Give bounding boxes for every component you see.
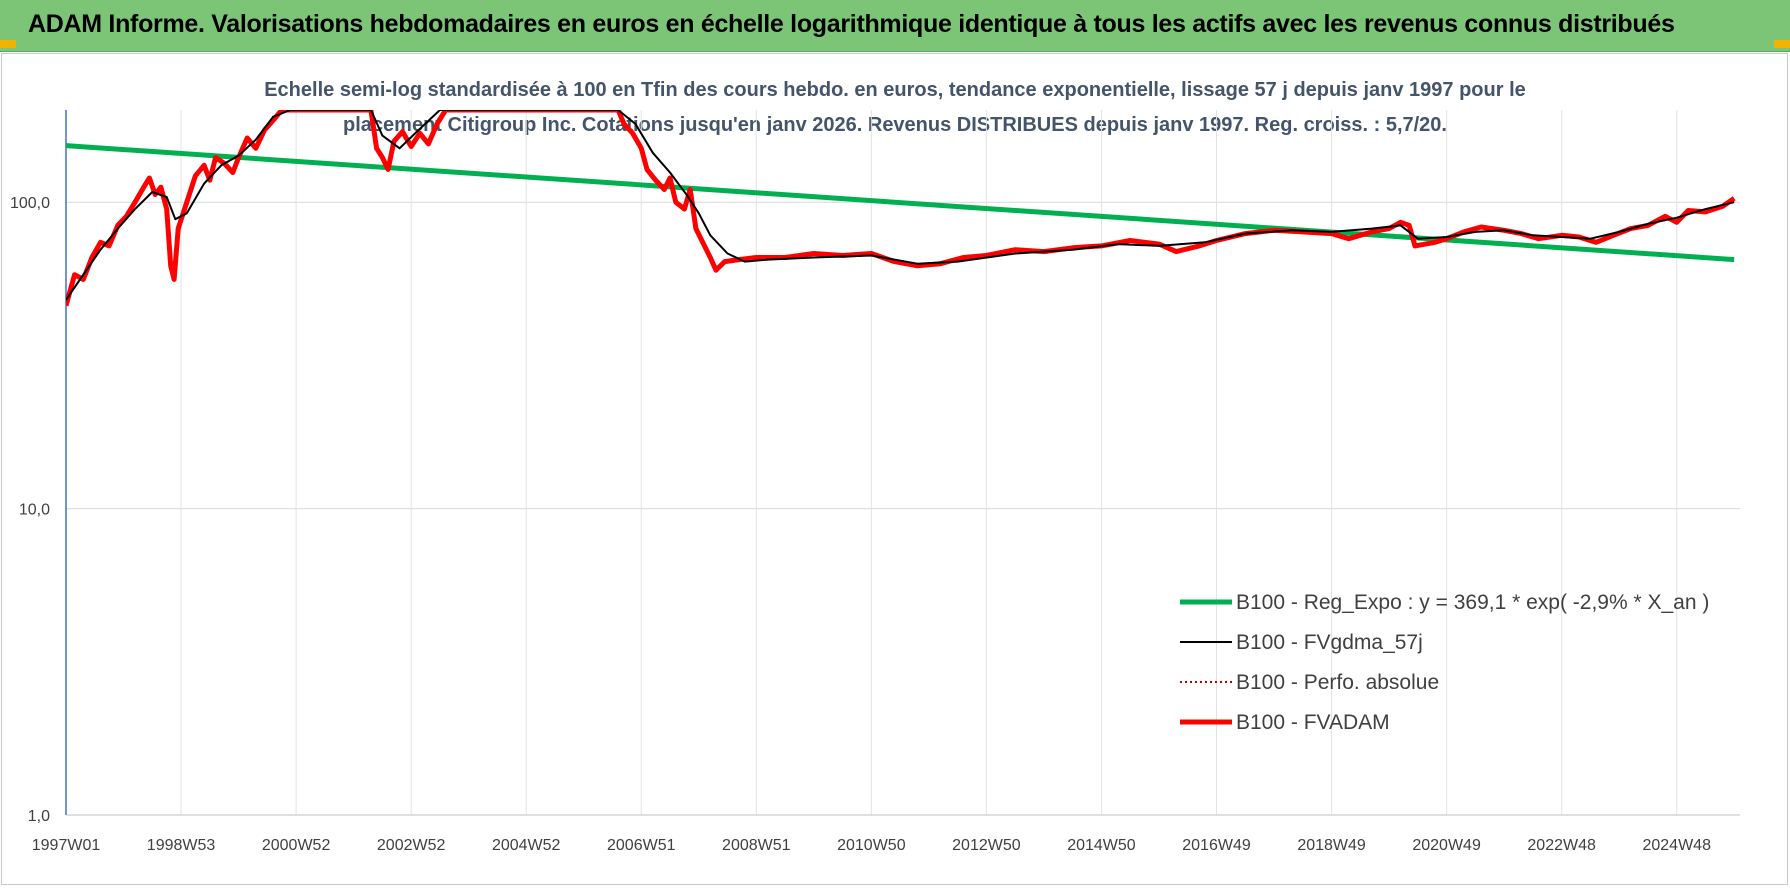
series-lines — [66, 110, 1736, 307]
tick-labels: 1,0 10,0 100,0 1997W01 1998W53 2000W52 2002W52… — [10, 195, 1711, 854]
legend-label-2: B100 - Perfo. absolue — [1236, 671, 1439, 694]
y-tick-label: 1,0 — [28, 808, 50, 825]
y-tick-label: 10,0 — [19, 502, 50, 519]
x-tick-label: 2016W49 — [1182, 837, 1251, 854]
chart-frame — [1, 53, 1788, 885]
report-title: ADAM Informe. Valorisations hebdomadaire… — [28, 10, 1675, 38]
grid — [66, 110, 1740, 815]
x-tick-label: 2014W50 — [1067, 837, 1136, 854]
x-tick-label: 2010W50 — [837, 837, 906, 854]
x-tick-label: 2022W48 — [1527, 837, 1596, 854]
chart-subtitle-line-2: placement Citigroup Inc. Cotations jusqu… — [343, 114, 1447, 136]
x-tick-label: 2004W52 — [492, 837, 561, 854]
x-tick-label: 1998W53 — [147, 837, 216, 854]
x-tick-label: 2006W51 — [607, 837, 676, 854]
series-line-0 — [66, 143, 1735, 263]
x-tick-label: 2018W49 — [1297, 837, 1366, 854]
report-banner: ADAM Informe. Valorisations hebdomadaire… — [0, 0, 1790, 52]
x-tick-label: 2012W50 — [952, 837, 1021, 854]
x-tick-label: 2000W52 — [262, 837, 331, 854]
series-line-1 — [66, 110, 1735, 301]
corner-mark-left — [0, 40, 16, 48]
chart-subtitle-line-1: Echelle semi-log standardisée à 100 en T… — [264, 79, 1526, 101]
x-tick-label: 2008W51 — [722, 837, 791, 854]
axes — [65, 110, 1740, 816]
legend-label-1: B100 - FVgdma_57j — [1236, 631, 1423, 654]
x-tick-label: 2002W52 — [377, 837, 446, 854]
corner-mark-right — [1774, 40, 1790, 48]
x-tick-label: 2020W49 — [1412, 837, 1481, 854]
x-tick-label: 1997W01 — [32, 837, 101, 854]
x-tick-label: 2024W48 — [1642, 837, 1711, 854]
series-line-3 — [66, 110, 1736, 307]
legend-label-0: B100 - Reg_Expo : y = 369,1 * exp( -2,9%… — [1236, 591, 1709, 614]
y-tick-label: 100,0 — [10, 195, 50, 212]
legend-label-3: B100 - FVADAM — [1236, 711, 1390, 734]
legend: B100 - Reg_Expo : y = 369,1 * exp( -2,9%… — [1180, 591, 1709, 734]
